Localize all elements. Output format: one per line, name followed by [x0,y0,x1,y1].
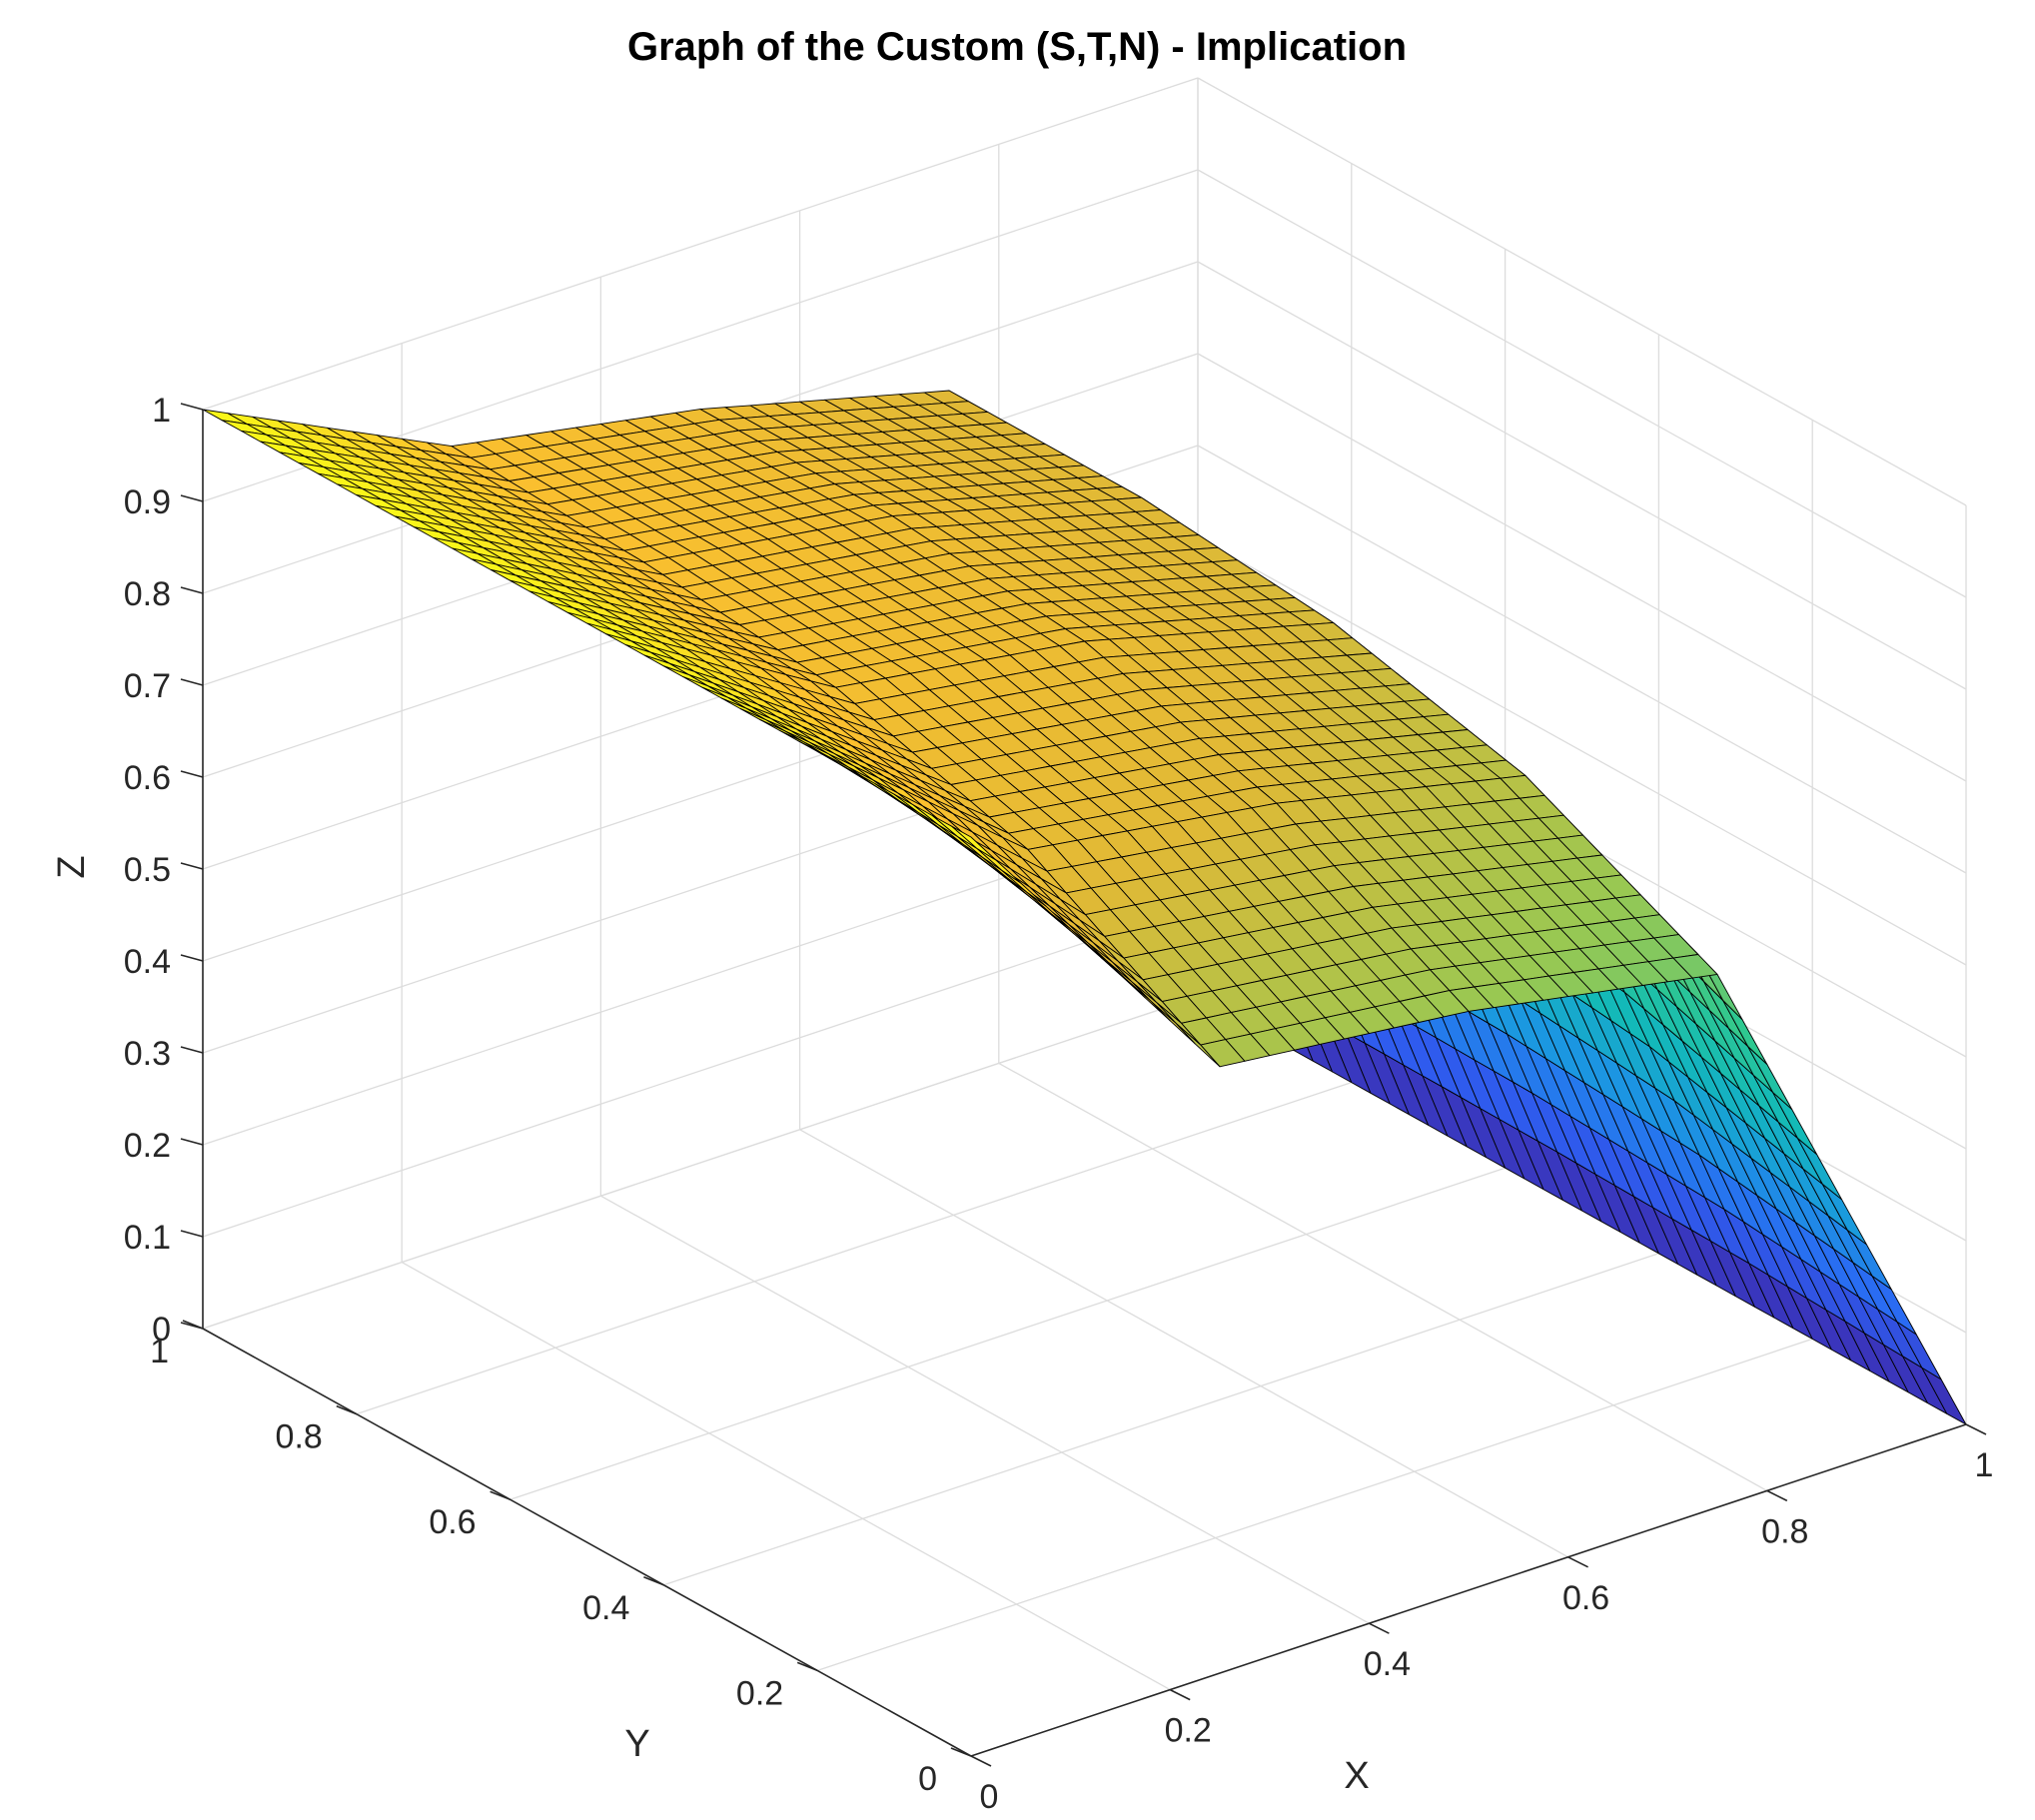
wall-gridline [1197,261,1967,690]
y-axis-line [202,1328,972,1757]
y-tick [950,1747,972,1757]
y-tick [796,1661,818,1672]
z-tick-label: 0.6 [124,759,171,797]
floor-gridline [816,1338,1813,1672]
wall-gridline [1197,536,1967,966]
y-tick-label: 0.8 [276,1418,323,1456]
y-tick [336,1404,358,1415]
x-tick [1369,1622,1390,1634]
wall-gridline [1197,169,1967,598]
z-tick [180,770,204,778]
z-tick-label: 0.1 [124,1219,171,1257]
z-tick-label: 0.5 [124,851,171,889]
floor-gridline [509,1167,1506,1500]
x-tick [1169,1688,1191,1701]
y-tick [643,1576,664,1586]
x-axis-label: X [1344,1755,1369,1797]
z-tick-label: 1 [152,392,171,430]
z-tick [180,678,204,686]
wall-gridline [1197,77,1967,506]
wall-gridline [1197,353,1967,782]
z-tick-label: 0 [152,1311,171,1349]
surface-mesh [202,390,1967,1425]
x-tick-label: 0.6 [1562,1579,1609,1617]
z-tick-label: 0.4 [124,943,171,981]
wall-gridline [1197,445,1967,874]
chart-title: Graph of the Custom (S,T,N) - Implicatio… [627,25,1407,69]
y-tick-label: 0 [918,1760,937,1798]
floor-gridline [401,1262,1171,1691]
y-tick-label: 1 [150,1333,169,1370]
x-tick [970,1755,992,1767]
z-tick-label: 0.8 [124,575,171,613]
y-axis-label: Y [624,1723,649,1765]
floor-gridline [799,1129,1568,1558]
floor-gridline [663,1253,1659,1586]
x-tick-label: 0.4 [1364,1645,1411,1683]
z-tick [180,403,204,411]
floor-gridline [600,1195,1370,1624]
floor-gridline [998,1062,1768,1491]
wall-gridline [202,77,1199,411]
y-tick-label: 0.4 [582,1589,629,1627]
z-tick [180,1138,204,1146]
y-tick [490,1490,510,1500]
z-tick-label: 0.3 [124,1035,171,1073]
z-tick [180,1046,204,1054]
x-tick-label: 0 [980,1778,999,1816]
z-tick [180,862,204,870]
x-tick-label: 0.8 [1761,1512,1808,1550]
surface-cell [951,825,997,861]
wall-gridline [202,996,1199,1330]
x-tick-label: 1 [1975,1446,1994,1484]
z-tick [180,586,204,594]
z-tick-label: 0.2 [124,1127,171,1165]
z-tick [180,494,204,502]
z-tick [180,1230,204,1238]
z-tick-label: 0.7 [124,667,171,705]
y-tick-label: 0.2 [736,1674,783,1712]
x-tick [1567,1556,1588,1568]
z-axis-label: Z [51,855,93,878]
x-tick [1766,1489,1788,1502]
z-tick-label: 0.9 [124,483,171,521]
y-tick-label: 0.6 [429,1503,476,1541]
x-axis-line [970,1423,1967,1757]
x-tick [1965,1423,1987,1435]
x-tick-label: 0.2 [1165,1712,1212,1750]
z-tick [180,954,204,962]
wall-gridline [202,904,1199,1238]
y-tick [182,1320,204,1330]
axes: 00.10.20.30.40.50.60.70.80.9100.20.40.60… [124,392,1994,1816]
floor-gridline [356,1081,1353,1415]
